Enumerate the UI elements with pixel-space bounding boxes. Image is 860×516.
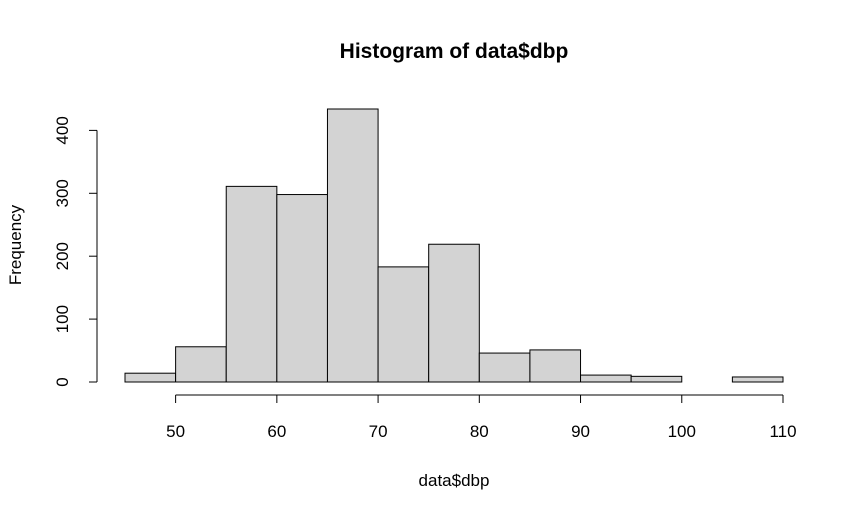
histogram-bar (478, 352, 531, 383)
y-tick-label: 100 (53, 305, 72, 333)
histogram-bar (326, 108, 379, 383)
y-tick-label: 400 (53, 116, 72, 144)
bars-group (124, 108, 784, 383)
x-axis: 50 60 70 80 90 100 110 (166, 394, 797, 441)
y-axis: 0 100 200 300 400 (53, 116, 98, 387)
y-tick-label: 300 (53, 179, 72, 207)
x-tick-label: 50 (166, 422, 185, 441)
histogram-bar (124, 372, 177, 383)
y-tick-label: 200 (53, 242, 72, 270)
x-tick-label: 90 (571, 422, 590, 441)
histogram-bar (529, 349, 582, 383)
chart-title: Histogram of data$dbp (340, 40, 569, 63)
x-axis-label: data$dbp (419, 471, 490, 490)
histogram-bar (630, 375, 683, 383)
histogram-bar (175, 346, 227, 383)
histogram-bar (731, 376, 784, 383)
x-tick-label: 80 (470, 422, 489, 441)
histogram-bar (428, 243, 480, 383)
histogram-bar (377, 266, 430, 383)
histogram-bar (225, 185, 278, 383)
y-tick-label: 0 (53, 377, 72, 386)
x-tick-label: 100 (668, 422, 696, 441)
y-axis-label: Frequency (6, 204, 25, 285)
x-tick-label: 110 (769, 422, 796, 441)
x-tick-label: 60 (267, 422, 286, 441)
histogram-bar (276, 194, 328, 383)
x-tick-label: 70 (369, 422, 388, 441)
histogram-bar (580, 374, 632, 383)
